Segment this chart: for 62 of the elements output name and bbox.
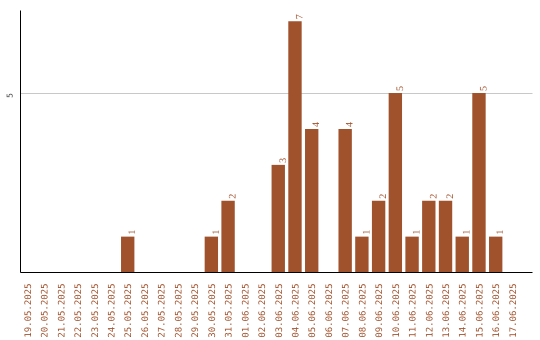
- x-tick-label: 26.05.2025: [140, 283, 151, 338]
- x-tick-label: 21.05.2025: [57, 283, 68, 338]
- x-tick-label: 05.06.2025: [308, 283, 318, 338]
- bar: [472, 93, 486, 272]
- x-tick-label: 04.06.2025: [291, 283, 302, 338]
- data-label: 3: [278, 158, 289, 163]
- x-tick-label: 17.06.2025: [508, 283, 519, 338]
- x-tick-label: 25.05.2025: [124, 283, 134, 338]
- bar: [305, 128, 318, 272]
- x-tick-label: 09.06.2025: [375, 283, 386, 338]
- x-tick-label: 08.06.2025: [358, 283, 368, 338]
- data-label: 4: [311, 122, 322, 127]
- x-tick-label: 22.05.2025: [74, 283, 84, 338]
- x-tick-label: 06.06.2025: [324, 283, 335, 338]
- bar: [489, 236, 502, 272]
- bar: [422, 200, 436, 272]
- bar: [288, 21, 302, 272]
- x-tick-label: 11.06.2025: [408, 283, 419, 338]
- x-tick-label: 19.05.2025: [24, 283, 34, 338]
- data-label: 1: [210, 230, 222, 235]
- bar: [338, 128, 352, 272]
- x-tick-label: 31.05.2025: [224, 283, 235, 338]
- data-label: 1: [361, 230, 372, 235]
- data-label: 5: [394, 86, 406, 92]
- data-label: 2: [428, 194, 440, 199]
- x-tick-label: 07.06.2025: [342, 283, 352, 338]
- data-label: 7: [294, 14, 306, 20]
- data-label: 1: [127, 230, 138, 235]
- x-tick-label: 01.06.2025: [241, 283, 252, 338]
- x-tick-label: 16.06.2025: [492, 283, 502, 338]
- data-label: 5: [478, 86, 490, 92]
- bar: [121, 236, 134, 272]
- x-tick-label: 03.06.2025: [274, 283, 285, 338]
- data-label: 4: [344, 122, 356, 127]
- x-tick-label: 24.05.2025: [107, 283, 118, 338]
- x-tick-label: 27.05.2025: [158, 283, 168, 338]
- bar: [456, 236, 469, 272]
- bar: [405, 236, 419, 272]
- data-label: 1: [462, 230, 473, 235]
- x-tick-label: 10.06.2025: [392, 283, 402, 338]
- data-label: 2: [228, 194, 239, 199]
- x-tick-label: 28.05.2025: [174, 283, 184, 338]
- x-tick-label: 29.05.2025: [191, 283, 202, 338]
- bar: [388, 93, 402, 272]
- x-tick-label: 30.05.2025: [208, 283, 218, 338]
- data-label: 2: [378, 194, 390, 199]
- bar: [438, 200, 452, 272]
- x-tick-label: 14.06.2025: [458, 283, 469, 338]
- x-tick-label: 12.06.2025: [425, 283, 436, 338]
- bar: [372, 200, 386, 272]
- bar: [272, 164, 285, 272]
- data-label: 1: [412, 230, 423, 235]
- x-tick-label: 23.05.2025: [90, 283, 101, 338]
- x-tick-label: 15.06.2025: [475, 283, 486, 338]
- x-tick-label: 20.05.2025: [40, 283, 51, 338]
- bar: [204, 236, 218, 272]
- x-tick-label: 13.06.2025: [442, 283, 452, 338]
- data-label: 2: [445, 194, 456, 199]
- x-tick-label: 02.06.2025: [258, 283, 268, 338]
- bar: [221, 200, 235, 272]
- data-label: 1: [495, 230, 506, 235]
- bar: [355, 236, 369, 272]
